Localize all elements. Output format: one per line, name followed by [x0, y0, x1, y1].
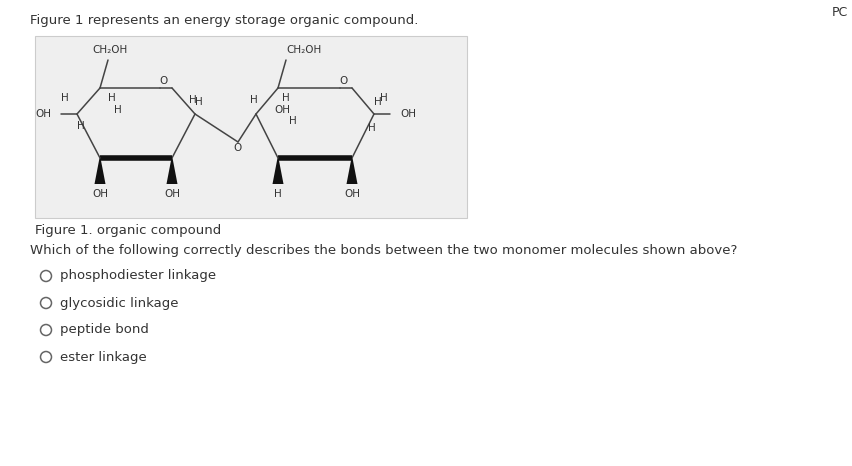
Text: Figure 1 represents an energy storage organic compound.: Figure 1 represents an energy storage or…: [30, 14, 418, 27]
Text: H: H: [368, 123, 376, 133]
Text: OH: OH: [92, 189, 108, 199]
Text: H: H: [250, 95, 258, 105]
Text: Which of the following correctly describes the bonds between the two monomer mol: Which of the following correctly describ…: [30, 244, 737, 257]
Polygon shape: [273, 158, 284, 184]
Polygon shape: [95, 158, 106, 184]
Text: H: H: [289, 116, 296, 126]
Text: H: H: [374, 97, 382, 107]
Polygon shape: [347, 158, 358, 184]
Text: H: H: [274, 189, 282, 199]
Text: CH₂OH: CH₂OH: [92, 45, 128, 55]
Text: ester linkage: ester linkage: [60, 350, 147, 363]
Text: O: O: [160, 76, 168, 86]
Polygon shape: [166, 158, 177, 184]
Text: PC: PC: [832, 6, 848, 19]
Text: phosphodiester linkage: phosphodiester linkage: [60, 269, 216, 282]
Text: H: H: [195, 97, 203, 107]
Text: OH: OH: [274, 105, 290, 115]
Text: peptide bond: peptide bond: [60, 323, 149, 336]
FancyBboxPatch shape: [35, 36, 467, 218]
Text: OH: OH: [400, 109, 416, 119]
Text: H: H: [78, 121, 85, 131]
Text: O: O: [234, 143, 242, 153]
Text: H: H: [114, 105, 122, 115]
Text: OH: OH: [164, 189, 180, 199]
Text: O: O: [340, 76, 348, 86]
Text: H: H: [380, 93, 388, 103]
Text: Figure 1. organic compound: Figure 1. organic compound: [35, 224, 222, 237]
Text: H: H: [189, 95, 197, 105]
Text: H: H: [61, 93, 69, 103]
Text: glycosidic linkage: glycosidic linkage: [60, 296, 179, 309]
Text: H: H: [282, 93, 290, 103]
Text: OH: OH: [344, 189, 360, 199]
Text: H: H: [108, 93, 116, 103]
Text: OH: OH: [35, 109, 51, 119]
Text: CH₂OH: CH₂OH: [286, 45, 321, 55]
